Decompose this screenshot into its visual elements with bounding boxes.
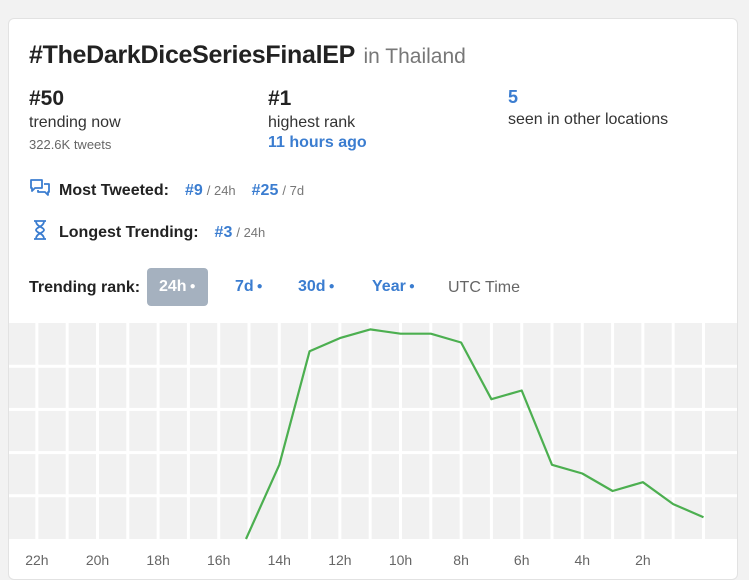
highest-rank-value: #1: [268, 87, 292, 110]
x-tick-label: 18h: [146, 552, 169, 568]
x-tick-label: 2h: [635, 552, 651, 568]
longest-trending-label: Longest Trending:: [59, 223, 199, 241]
tab-24h[interactable]: 24h ●: [147, 268, 208, 306]
x-tick-label: 14h: [268, 552, 291, 568]
tweet-count: 322.6K tweets: [29, 137, 112, 152]
chart-plot-area: [9, 323, 737, 539]
x-tick-label: 6h: [514, 552, 530, 568]
highest-rank-label: highest rank: [268, 114, 356, 131]
x-tick-label: 20h: [86, 552, 109, 568]
most-tweeted-7d-period: / 7d: [282, 183, 305, 198]
most-tweeted-label: Most Tweeted:: [59, 181, 169, 199]
location-label: in Thailand: [363, 45, 466, 68]
tab-year[interactable]: Year ●: [372, 278, 415, 296]
most-tweeted-7d-rank[interactable]: #25: [251, 181, 279, 199]
most-tweeted-24h-rank[interactable]: #9: [184, 181, 203, 199]
other-locations-label: seen in other locations: [508, 111, 669, 128]
stat-other-locations: 5 seen in other locations: [508, 87, 668, 129]
longest-trending-row: Longest Trending: #3 / 24h: [29, 219, 265, 246]
x-tick-label: 12h: [328, 552, 351, 568]
current-rank-value: #50: [29, 87, 65, 110]
rank-line-series: [244, 328, 704, 540]
speech-bubbles-icon: [29, 177, 51, 204]
stat-highest-rank: #1 highest rank 11 hours ago: [268, 87, 367, 152]
longest-trending-rank[interactable]: #3: [214, 223, 233, 241]
x-tick-label: 8h: [453, 552, 469, 568]
x-tick-label: 22h: [25, 552, 48, 568]
x-tick-label: 10h: [389, 552, 412, 568]
highest-rank-time-link[interactable]: 11 hours ago: [268, 134, 367, 151]
x-tick-label: 4h: [575, 552, 591, 568]
trending-rank-chart: 22h 20h 18h 16h 14h 12h 10h 8h 6h 4h 2h: [9, 323, 737, 568]
trending-rank-label: Trending rank:: [29, 279, 141, 296]
tab-7d[interactable]: 7d ●: [235, 278, 263, 296]
current-rank-label: trending now: [29, 114, 121, 131]
page-title: #TheDarkDiceSeriesFinalEP in Thailand: [29, 41, 466, 70]
most-tweeted-24h-period: / 24h: [206, 183, 236, 198]
stat-current-rank: #50 trending now 322.6K tweets: [29, 87, 121, 152]
tab-30d[interactable]: 30d ●: [298, 278, 335, 296]
other-locations-count[interactable]: 5: [508, 87, 519, 107]
hourglass-icon: [29, 219, 51, 246]
utc-time-toggle[interactable]: UTC Time: [448, 279, 520, 296]
trend-card: #TheDarkDiceSeriesFinalEP in Thailand #5…: [8, 18, 738, 580]
x-tick-label: 16h: [207, 552, 230, 568]
longest-trending-period: / 24h: [236, 225, 266, 240]
most-tweeted-row: Most Tweeted: #9 / 24h #25 / 7d: [29, 177, 304, 204]
hashtag-title: #TheDarkDiceSeriesFinalEP: [29, 41, 355, 69]
